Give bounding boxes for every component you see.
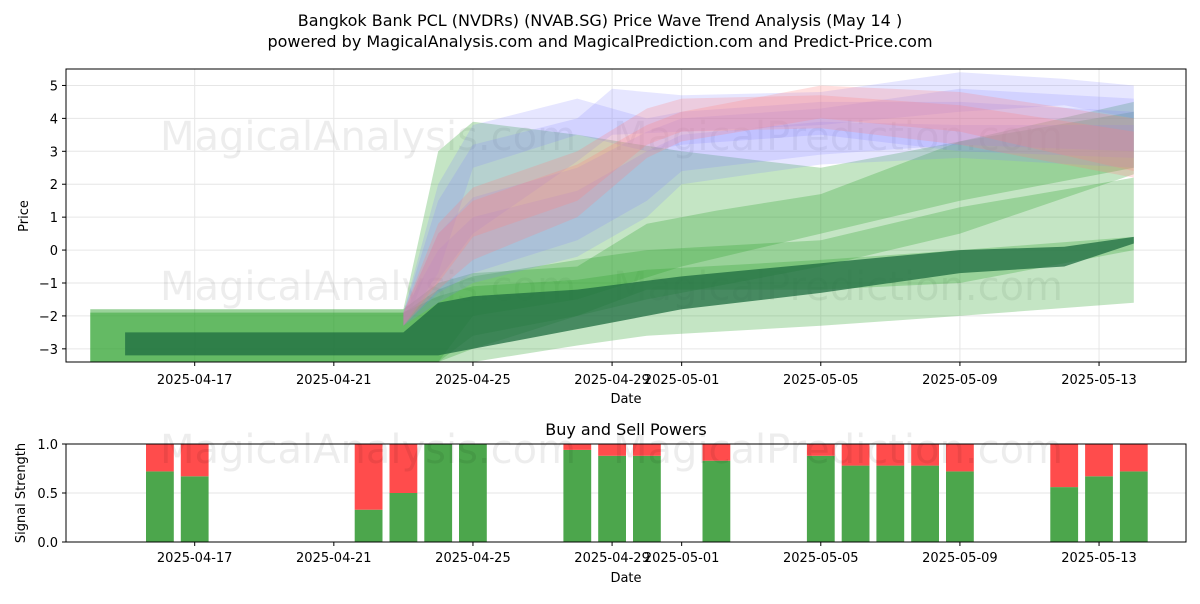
price-ytick-label: 2 [50,178,58,193]
buy-sell-x-axis-label: Date [610,571,641,586]
price-y-ticks: −3 −2 −1 0 1 2 3 4 5 [39,79,66,358]
wave-band-dark-green [125,236,1134,356]
buy-sell-ytick-label: 0.5 [37,487,58,502]
price-ytick-label: −3 [39,343,58,358]
buy-sell-y-axis-label: Signal Strength [14,443,29,543]
buy-sell-ytick-label: 0.0 [37,536,58,551]
buy-sell-xtick-label: 2025-04-25 [435,551,511,566]
sell-bar [563,444,592,450]
buy-bar [180,476,209,542]
sell-bar [911,444,939,466]
sell-bar [841,444,870,466]
price-xtick-label: 2025-04-21 [296,373,372,388]
buy-bar [563,449,592,542]
price-ytick-label: 3 [50,145,58,160]
buy-bar [911,465,939,542]
buy-bar [459,444,487,542]
wave-band-blue [403,72,1134,326]
price-xtick-label: 2025-05-13 [1061,373,1137,388]
watermark-text: MagicalPrediction.com [613,114,1063,160]
buy-bar [424,444,453,542]
price-x-axis-label: Date [610,392,641,407]
sell-bar [146,444,174,472]
price-x-ticks: 2025-04-17 2025-04-21 2025-04-25 2025-04-29… [157,362,1137,388]
buy-sell-title: Buy and Sell Powers [545,420,707,439]
buy-sell-x-ticks: 2025-04-17 2025-04-21 2025-04-25 2025-04-29… [157,542,1137,566]
buy-bar [1050,487,1079,542]
sell-bar [1050,444,1079,488]
wave-band-red [403,95,1134,326]
buy-sell-xtick-label: 2025-05-13 [1061,551,1137,566]
wave-band-blue [403,121,1134,326]
price-wave-bands [90,72,1134,363]
buy-bar [354,509,383,542]
sell-bar [598,444,626,456]
price-ytick-label: 0 [50,244,58,259]
buy-bar [1119,471,1148,542]
price-xtick-label: 2025-05-01 [644,373,720,388]
buy-sell-xtick-label: 2025-05-09 [922,551,998,566]
buy-sell-xtick-label: 2025-04-21 [296,551,372,566]
price-xtick-label: 2025-04-25 [435,373,511,388]
price-plot-frame [65,68,1187,363]
buy-bar [389,493,418,542]
buy-sell-watermarks: MagicalAnalysis.com MagicalPrediction.com [160,427,1063,473]
watermark-text: MagicalAnalysis.com [160,427,576,473]
sell-bar [806,444,835,456]
wave-band-red [403,85,1134,326]
sell-bar [354,444,383,510]
buy-sell-bars [146,444,1148,542]
sell-bar [1119,444,1148,472]
price-ytick-label: −1 [39,277,58,292]
price-ytick-label: −2 [39,310,58,325]
sell-bar [876,444,905,466]
chart-title-line2: powered by MagicalAnalysis.com and Magic… [267,32,932,51]
watermark-text: MagicalAnalysis.com [160,114,576,160]
buy-bar [876,465,905,542]
buy-bar [946,471,974,542]
price-xtick-label: 2025-04-29 [574,373,650,388]
sell-bar [702,444,731,461]
price-ytick-label: 5 [50,79,58,94]
wave-band-green [90,101,1134,363]
chart-title-line1: Bangkok Bank PCL (NVDRs) (NVAB.SG) Price… [298,11,902,30]
price-xtick-label: 2025-05-09 [922,373,998,388]
sell-bar [946,444,974,472]
buy-bar [146,471,174,542]
wave-band-blue [403,88,1134,326]
price-y-axis-label: Price [17,200,32,232]
buy-bar [1085,476,1113,542]
price-xtick-label: 2025-04-17 [157,373,233,388]
buy-bar [806,455,835,542]
buy-bar [598,455,626,542]
price-ytick-label: 1 [50,211,58,226]
price-xtick-label: 2025-05-05 [783,373,859,388]
sell-bar [180,444,209,477]
buy-sell-y-ticks: 0.0 0.5 1.0 [37,438,66,551]
buy-bar [841,465,870,542]
buy-sell-xtick-label: 2025-04-29 [574,551,650,566]
buy-sell-panel: Buy and Sell Powers MagicalAnalysis.com M… [14,420,1187,586]
wave-band-green [90,177,1134,362]
buy-bar [702,460,731,542]
price-wave-panel: MagicalAnalysis.com MagicalPrediction.com… [17,68,1187,407]
buy-sell-xtick-label: 2025-04-17 [157,551,233,566]
price-ytick-label: 4 [50,112,58,127]
sell-bar [1085,444,1113,477]
buy-sell-xtick-label: 2025-05-01 [644,551,720,566]
sell-bar [633,444,661,456]
buy-sell-ytick-label: 1.0 [37,438,58,453]
wave-band-blue [403,98,1134,326]
buy-bar [633,455,661,542]
sell-bar [389,444,418,493]
buy-sell-xtick-label: 2025-05-05 [783,551,859,566]
watermark-text: MagicalPrediction.com [613,427,1063,473]
